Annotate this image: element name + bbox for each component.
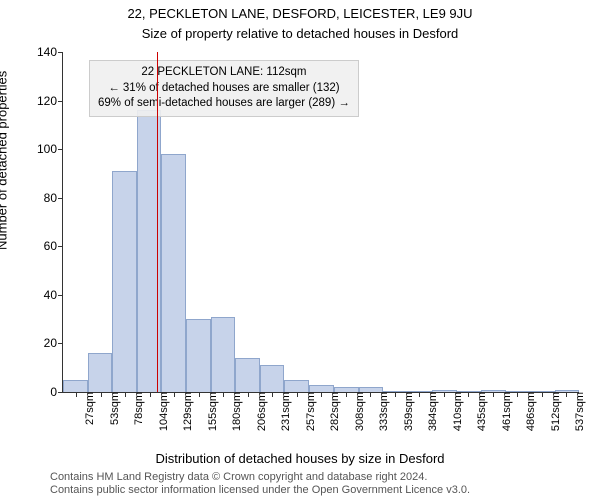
- x-tick-label: 308sqm: [350, 392, 366, 431]
- y-tick-mark: [58, 246, 63, 247]
- x-tick-mark: [321, 392, 322, 397]
- x-tick-label: 333sqm: [374, 392, 390, 431]
- x-tick-mark: [272, 392, 273, 397]
- x-tick-label: 282sqm: [325, 392, 341, 431]
- histogram-bar: [161, 154, 186, 392]
- histogram-bar: [235, 358, 260, 392]
- title-subtitle: Size of property relative to detached ho…: [0, 26, 600, 41]
- x-tick-mark: [542, 392, 543, 397]
- title-address: 22, PECKLETON LANE, DESFORD, LEICESTER, …: [0, 6, 600, 21]
- annotation-line-3: 69% of semi-detached houses are larger (…: [98, 96, 350, 112]
- y-tick-mark: [58, 392, 63, 393]
- x-tick-mark: [395, 392, 396, 397]
- x-tick-label: 461sqm: [497, 392, 513, 431]
- annotation-line-1: 22 PECKLETON LANE: 112sqm: [98, 65, 350, 81]
- histogram-bar: [309, 385, 333, 392]
- y-tick-mark: [58, 295, 63, 296]
- x-tick-label: 512sqm: [546, 392, 562, 431]
- x-tick-mark: [223, 392, 224, 397]
- x-tick-label: 27sqm: [80, 392, 96, 425]
- x-tick-label: 155sqm: [203, 392, 219, 431]
- x-tick-mark: [101, 392, 102, 397]
- y-axis-label: Number of detached properties: [0, 71, 10, 250]
- y-tick-mark: [58, 52, 63, 53]
- x-tick-label: 180sqm: [227, 392, 243, 431]
- x-tick-mark: [493, 392, 494, 397]
- x-tick-label: 410sqm: [448, 392, 464, 431]
- y-tick-mark: [58, 149, 63, 150]
- x-tick-label: 537sqm: [570, 392, 586, 431]
- y-tick-mark: [58, 198, 63, 199]
- x-tick-label: 129sqm: [178, 392, 194, 431]
- chart-plot-area: 22 PECKLETON LANE: 112sqm ← 31% of detac…: [62, 52, 579, 393]
- x-tick-mark: [468, 392, 469, 397]
- x-tick-mark: [248, 392, 249, 397]
- x-tick-mark: [517, 392, 518, 397]
- annotation-line-2: ← 31% of detached houses are smaller (13…: [98, 81, 350, 97]
- x-tick-mark: [125, 392, 126, 397]
- x-axis-label: Distribution of detached houses by size …: [0, 451, 600, 466]
- histogram-bar: [260, 365, 284, 392]
- footer-line-2: Contains public sector information licen…: [50, 484, 470, 498]
- x-tick-mark: [76, 392, 77, 397]
- x-tick-label: 206sqm: [252, 392, 268, 431]
- x-tick-label: 384sqm: [423, 392, 439, 431]
- x-tick-label: 359sqm: [399, 392, 415, 431]
- x-tick-mark: [566, 392, 567, 397]
- histogram-bar: [284, 380, 309, 392]
- x-tick-label: 104sqm: [154, 392, 170, 431]
- histogram-bar: [112, 171, 137, 392]
- x-tick-mark: [297, 392, 298, 397]
- x-tick-mark: [346, 392, 347, 397]
- x-tick-mark: [370, 392, 371, 397]
- property-marker-line: [157, 52, 158, 392]
- x-tick-label: 231sqm: [276, 392, 292, 431]
- chart-annotation-box: 22 PECKLETON LANE: 112sqm ← 31% of detac…: [89, 60, 359, 117]
- histogram-bar: [63, 380, 88, 392]
- y-tick-mark: [58, 343, 63, 344]
- x-tick-label: 486sqm: [521, 392, 537, 431]
- histogram-bar: [186, 319, 211, 392]
- y-tick-mark: [58, 101, 63, 102]
- x-tick-label: 257sqm: [301, 392, 317, 431]
- footer-line-1: Contains HM Land Registry data © Crown c…: [50, 471, 470, 485]
- x-tick-mark: [444, 392, 445, 397]
- x-tick-mark: [419, 392, 420, 397]
- histogram-bar: [88, 353, 112, 392]
- x-tick-label: 53sqm: [105, 392, 121, 425]
- footer-attribution: Contains HM Land Registry data © Crown c…: [50, 471, 470, 499]
- x-tick-mark: [150, 392, 151, 397]
- x-tick-mark: [199, 392, 200, 397]
- x-tick-label: 435sqm: [472, 392, 488, 431]
- histogram-bar: [211, 317, 235, 392]
- x-tick-mark: [174, 392, 175, 397]
- x-tick-label: 78sqm: [129, 392, 145, 425]
